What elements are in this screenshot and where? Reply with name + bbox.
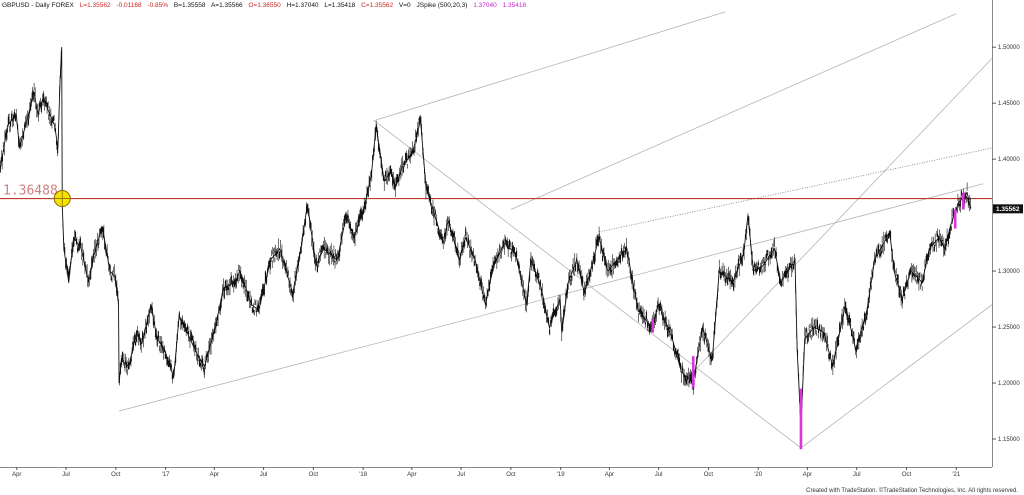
y-tick-label: 1.45000	[998, 101, 1020, 107]
x-tick-label: Jul	[457, 472, 465, 478]
x-tick-label: Jul	[260, 472, 268, 478]
x-tick-label: '17	[162, 472, 170, 478]
x-tick-label: '20	[754, 472, 762, 478]
header-bid: B=1.35558	[174, 2, 206, 9]
channel-line	[118, 183, 984, 412]
spike-bar[interactable]	[651, 318, 654, 333]
spike-bar[interactable]	[962, 192, 965, 210]
x-tick-label: Apr	[210, 472, 219, 478]
time-axis[interactable]: Apr Jul Oct '17 Apr Jul Oct '18 Apr Jul Oct '19 Apr J…	[12, 467, 961, 478]
chart-header: GBPUSD - Daily FOREX L=1.35562 -0.01168 …	[2, 2, 526, 9]
x-tick-label: Apr	[407, 472, 416, 478]
x-tick-label: Jul	[655, 472, 663, 478]
x-tick-label: Oct	[309, 472, 319, 478]
x-tick-label: Oct	[111, 472, 121, 478]
channel-line	[800, 304, 993, 449]
header-close: C=1.35562	[361, 2, 393, 9]
y-tick-label: 1.20000	[998, 381, 1020, 387]
header-symbol: GBPUSD - Daily FOREX	[2, 2, 75, 9]
spike-bars-group	[651, 192, 965, 450]
spike-bar[interactable]	[799, 388, 803, 450]
price-axis[interactable]: 1.50000 1.45000 1.40000 1.30000 1.25000 1.200…	[992, 45, 1020, 443]
x-tick-label: Oct	[704, 472, 714, 478]
last-price-tag-label: 1.35562	[996, 206, 1020, 213]
footer-credit: Created with TradeStation. ©TradeStation…	[806, 488, 1018, 494]
horizontal-level-group: 1.36488	[0, 184, 992, 200]
x-tick-label: Apr	[803, 472, 812, 478]
channel-line	[692, 58, 993, 373]
x-tick-label: Oct	[506, 472, 516, 478]
x-tick-label: Apr	[605, 472, 614, 478]
channel-line	[376, 11, 726, 121]
x-tick-label: '19	[557, 472, 565, 478]
y-tick-label: 1.15000	[998, 437, 1020, 443]
last-price-tag: 1.35562	[993, 204, 1023, 214]
trend-channel-lines	[118, 11, 993, 449]
header-study: JSpike (500,20,3)	[416, 2, 467, 9]
header-volume: V=0	[399, 2, 411, 9]
header-ask: A=1.35566	[211, 2, 243, 9]
last-price-tag-bg	[993, 204, 1023, 214]
header-change: -0.01168	[116, 2, 142, 9]
header-high: H=1.37040	[287, 2, 319, 9]
spike-bar[interactable]	[953, 209, 957, 229]
y-tick-label: 1.30000	[998, 269, 1020, 275]
header-low: L=1.35418	[324, 2, 355, 9]
header-open: O=1.36550	[248, 2, 281, 9]
y-tick-label: 1.25000	[998, 325, 1020, 331]
x-tick-label: Jul	[62, 472, 70, 478]
header-last: L=1.35562	[80, 2, 111, 9]
header-study-value-low: 1.35418	[503, 2, 527, 9]
horizontal-level-label: 1.36488	[3, 184, 58, 199]
spike-bar[interactable]	[691, 356, 695, 388]
channel-line	[510, 13, 957, 210]
x-tick-label: Apr	[12, 472, 21, 478]
marker-group	[53, 190, 71, 208]
x-tick-label: Jul	[853, 472, 861, 478]
y-tick-label: 1.50000	[998, 45, 1020, 51]
plot-area[interactable]	[0, 8, 992, 467]
x-tick-label: '21	[952, 472, 960, 478]
x-tick-label: '18	[359, 472, 367, 478]
x-tick-label: Oct	[902, 472, 912, 478]
header-change-pct: -0.85%	[147, 2, 168, 9]
header-study-value-high: 1.37040	[473, 2, 497, 9]
y-tick-label: 1.40000	[998, 157, 1020, 163]
dotted-trend-line	[599, 147, 993, 233]
